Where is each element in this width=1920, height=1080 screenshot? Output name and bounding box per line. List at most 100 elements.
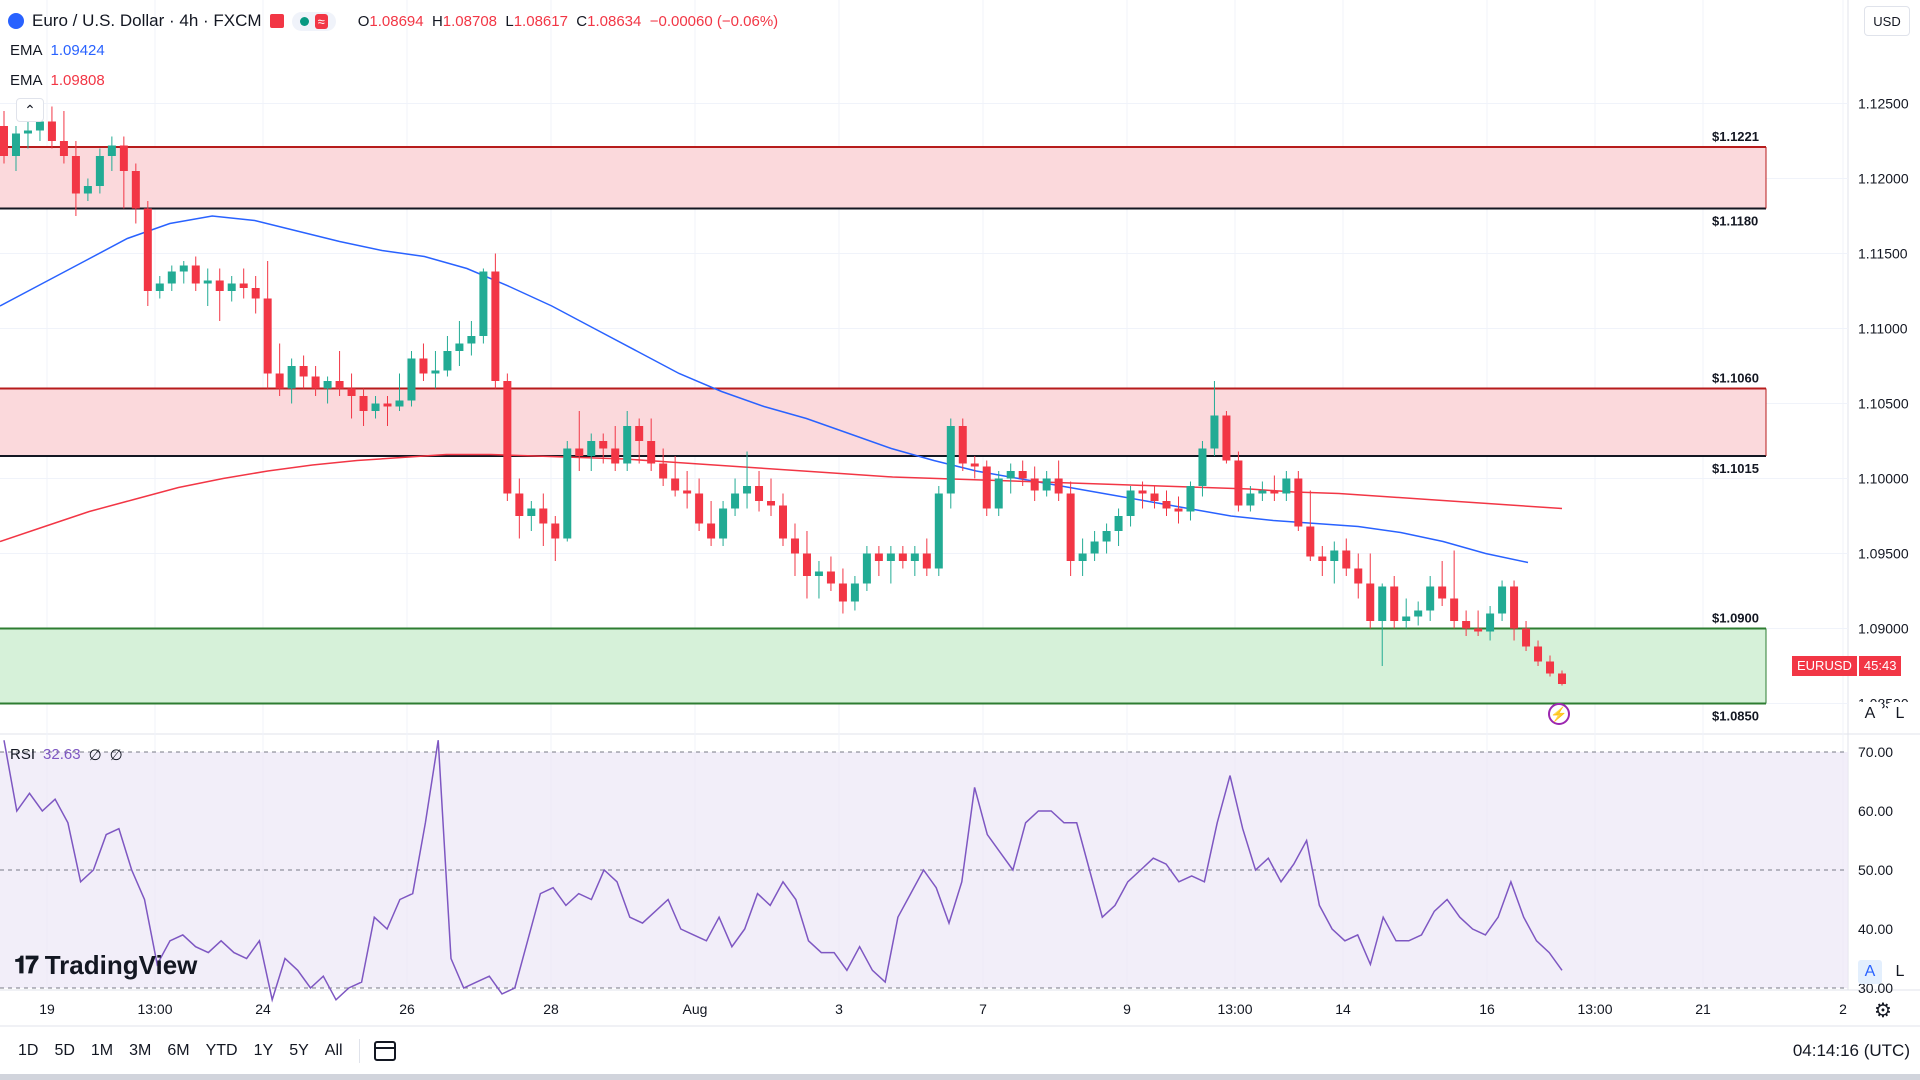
candle-body — [155, 283, 164, 291]
zone-bottom-label: $1.0850 — [1712, 709, 1759, 724]
candle-body — [1498, 586, 1507, 614]
timeframe-button[interactable]: All — [324, 1042, 343, 1059]
candle-body — [1414, 610, 1423, 617]
candle-body — [299, 366, 308, 377]
candle-body — [1546, 661, 1555, 674]
candle-body — [898, 553, 907, 561]
symbol-icon — [8, 13, 24, 29]
lightning-icon[interactable]: ⚡ — [1548, 703, 1570, 725]
bottom-scrollbar[interactable] — [0, 1074, 1920, 1080]
rsi-log-scale-button[interactable]: L — [1888, 960, 1912, 984]
settings-gear-icon[interactable]: ⚙ — [1874, 1000, 1892, 1022]
time-tick-label: 14 — [1335, 1001, 1351, 1017]
indicator-ema-2[interactable]: EMA 1.09808 — [10, 72, 105, 89]
candle-body — [790, 538, 799, 554]
candle-body — [1270, 490, 1279, 494]
candle-body — [395, 400, 404, 407]
candle-body — [431, 370, 440, 374]
candle-body — [1090, 541, 1099, 554]
current-price-tag: EURUSD 45:43 — [1792, 656, 1902, 676]
candle-body — [203, 280, 212, 284]
auto-scale-button[interactable]: A — [1858, 702, 1882, 726]
candle-body — [35, 121, 44, 131]
rsi-param: ∅ — [109, 747, 123, 764]
candle-body — [1054, 478, 1063, 494]
timeframe-button[interactable]: 1D — [18, 1042, 39, 1059]
candle-body — [107, 145, 116, 156]
zone-top-label: $1.1221 — [1712, 129, 1759, 144]
rsi-legend[interactable]: RSI 32.63 ∅ ∅ — [10, 746, 123, 764]
candle-body — [1102, 531, 1111, 542]
time-axis[interactable]: 19 13:00 24 26 28 Aug 3 7 9 13:00 14 16 13:00 21 2 — [39, 1001, 1847, 1017]
candle-body — [179, 265, 188, 272]
time-tick-label: Aug — [683, 1001, 708, 1017]
candle-body — [1150, 493, 1159, 501]
candle-body — [167, 271, 176, 284]
timeframe-button[interactable]: YTD — [205, 1042, 238, 1059]
calendar-icon[interactable] — [373, 1041, 396, 1061]
candle-body — [467, 336, 476, 344]
timeframe-button[interactable]: 5D — [54, 1042, 75, 1059]
candle-body — [802, 553, 811, 576]
time-tick-label: 7 — [979, 1001, 987, 1017]
candle-body — [1210, 415, 1219, 449]
candle-body — [1354, 568, 1363, 584]
tradingview-logo-icon: 𝟏𝟕 — [14, 951, 39, 979]
timeframe-button[interactable]: 1Y — [253, 1042, 274, 1059]
candle-body — [1174, 508, 1183, 512]
price-tick-label: 1.09000 — [1858, 621, 1909, 637]
zone-box — [0, 388, 1766, 456]
time-tick-label: 13:00 — [1577, 1001, 1612, 1017]
candle-body — [1522, 628, 1531, 647]
candle-body — [347, 388, 356, 396]
candle-body — [1258, 490, 1267, 494]
candle-body — [59, 141, 68, 156]
candle-body — [1042, 478, 1051, 491]
indicator-name: EMA — [10, 72, 43, 89]
candle-body — [71, 156, 80, 194]
candle-body — [95, 156, 104, 186]
timeframe-button[interactable]: 6M — [167, 1042, 190, 1059]
candle-body — [743, 486, 752, 494]
candle-body — [119, 145, 128, 171]
candle-body — [539, 508, 548, 524]
time-tick-label: 13:00 — [1217, 1001, 1252, 1017]
candle-body — [503, 381, 512, 494]
timeframe-button[interactable]: 1M — [90, 1042, 114, 1059]
price-axis[interactable]: 1.12500 1.12000 1.11500 1.11000 1.10500 1.100… — [1858, 96, 1909, 712]
candle-body — [982, 466, 991, 509]
candle-body — [623, 426, 632, 464]
candle-body — [1114, 516, 1123, 531]
rsi-auto-scale-button[interactable]: A — [1858, 960, 1882, 984]
flag-icon[interactable] — [269, 14, 284, 28]
time-tick-label: 16 — [1479, 1001, 1495, 1017]
time-tick-label: 28 — [543, 1001, 559, 1017]
candle-body — [1486, 613, 1495, 632]
timeframe-button[interactable]: 3M — [129, 1042, 152, 1059]
candle-body — [83, 186, 92, 194]
time-tick-label: 26 — [399, 1001, 415, 1017]
candle-body — [1402, 616, 1411, 621]
zone-top-label: $1.1060 — [1712, 371, 1759, 386]
rsi-tick-label: 50.00 — [1858, 862, 1893, 878]
collapse-indicators-button[interactable]: ⌃ — [16, 98, 44, 122]
currency-button[interactable]: USD — [1864, 6, 1910, 36]
candle-body — [779, 505, 787, 539]
status-pill[interactable]: ≈ — [291, 11, 336, 31]
timeframe-button[interactable]: 5Y — [289, 1042, 309, 1059]
indicator-name: EMA — [10, 42, 43, 59]
candle-body — [767, 501, 776, 506]
symbol-title[interactable]: Euro / U.S. Dollar · 4h · FXCM — [32, 11, 262, 30]
candle-body — [671, 478, 680, 491]
indicator-ema-1[interactable]: EMA 1.09424 — [10, 42, 105, 59]
candle-body — [1558, 673, 1566, 684]
utc-clock[interactable]: 04:14:16 (UTC) — [1792, 1041, 1910, 1060]
time-tick-label: 3 — [835, 1001, 843, 1017]
candle-body — [1162, 501, 1171, 509]
candle-body — [215, 280, 224, 291]
zone-box — [0, 147, 1766, 209]
tradingview-logo[interactable]: 𝟏𝟕 TradingView — [14, 950, 197, 981]
log-scale-button[interactable]: L — [1888, 702, 1912, 726]
candle-body — [611, 448, 620, 464]
